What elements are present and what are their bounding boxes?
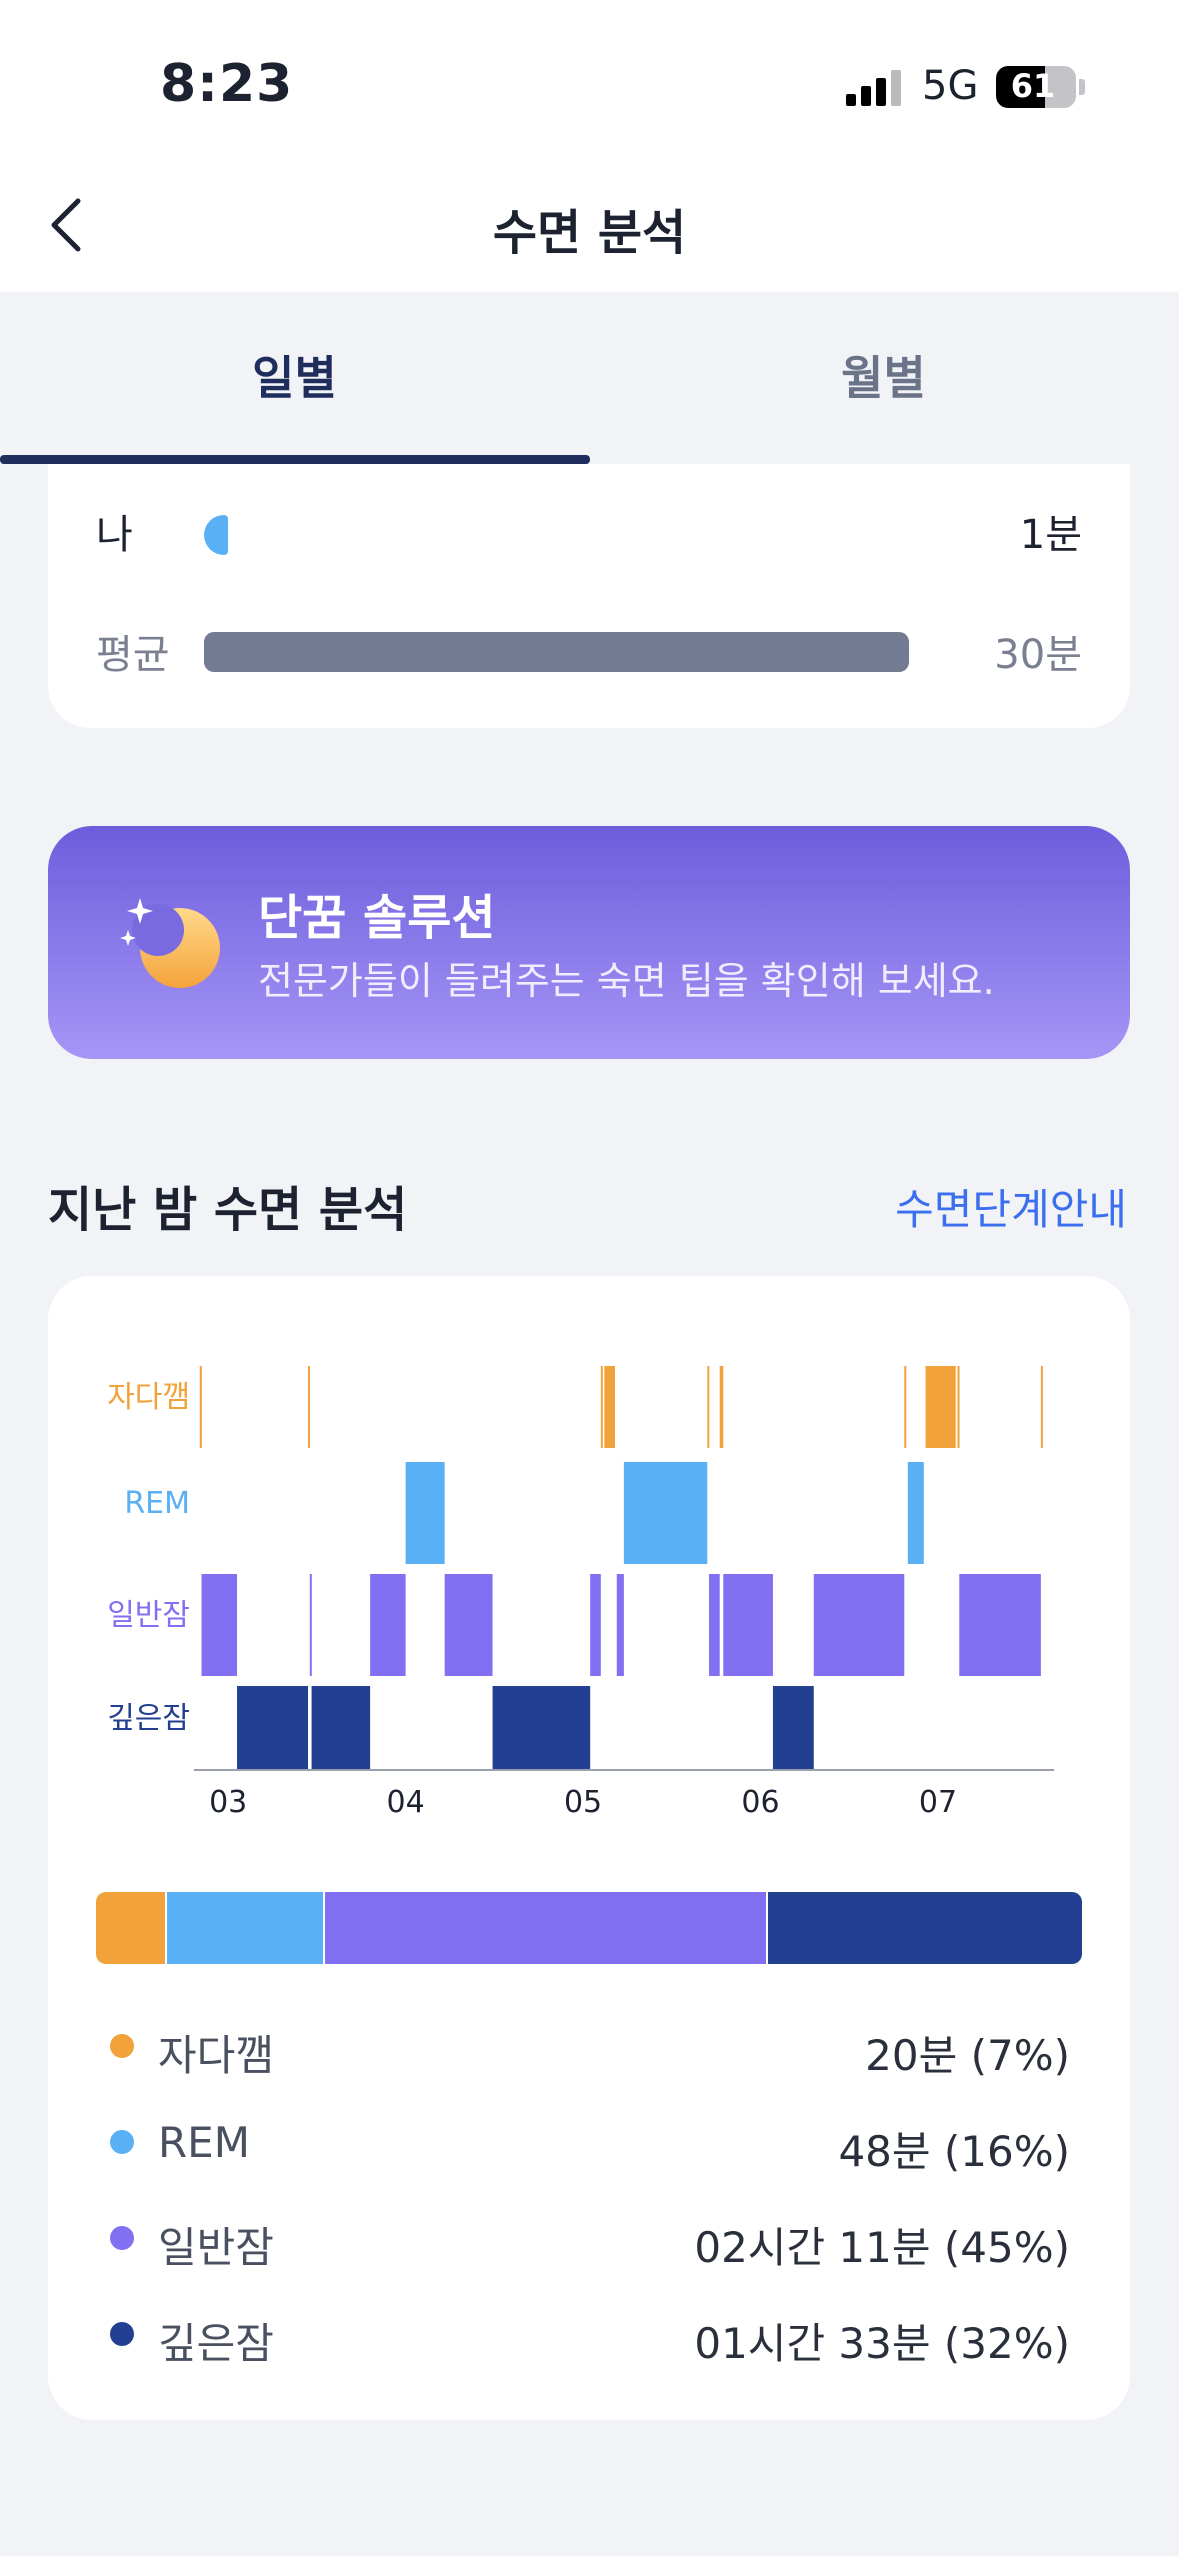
comparison-label-me: 나 (96, 512, 133, 558)
sleep-segment (925, 1366, 956, 1448)
stage-proportion-bar (96, 1892, 1082, 1964)
section-title: 지난 밤 수면 분석 (48, 1182, 408, 1238)
sleep-segment (308, 1366, 311, 1448)
sleep-segment (311, 1686, 371, 1770)
legend-item-awake: 자다깸 20분 (7%) (96, 2018, 1082, 2080)
legend-value: 48분 (16%) (838, 2127, 1070, 2176)
sleep-segment (719, 1366, 724, 1448)
sleep-segment (959, 1574, 1041, 1676)
x-tick-label: 06 (741, 1785, 779, 1820)
comparison-card: 나 1분 평균 30분 (48, 464, 1130, 728)
sleep-segment (370, 1574, 406, 1676)
battery-percent: 61 (1010, 67, 1056, 105)
active-tab-indicator (0, 455, 590, 464)
sleep-segment (907, 1462, 924, 1564)
comparison-label-average: 평균 (96, 632, 170, 678)
stage-proportion-segment (768, 1892, 1082, 1964)
sleep-segment (600, 1366, 603, 1448)
stage-proportion-segment (166, 1892, 326, 1964)
stage-label: 자다깸 (107, 1380, 190, 1415)
sleep-segment (604, 1366, 616, 1448)
crescent-moon-icon (120, 898, 220, 988)
stage-proportion-segment (325, 1892, 769, 1964)
banner-title: 단꿈 솔루션 (258, 890, 496, 946)
sleep-segment (709, 1574, 720, 1676)
legend-dot (110, 2034, 134, 2058)
x-tick-label: 03 (209, 1785, 247, 1820)
legend-value: 01시간 33분 (32%) (694, 2319, 1070, 2368)
sleep-segment (616, 1574, 624, 1676)
legend-name: 깊은잠 (158, 2319, 274, 2368)
sleep-segment (199, 1366, 202, 1448)
comparison-bar-me (204, 515, 228, 555)
sleep-segment (201, 1574, 238, 1676)
x-tick-label: 04 (387, 1785, 425, 1820)
sleep-segment (444, 1574, 493, 1676)
legend-dot (110, 2130, 134, 2154)
legend-name: 일반잠 (158, 2223, 274, 2272)
stage-label: REM (124, 1486, 190, 1521)
stage-proportion-segment (96, 1892, 167, 1964)
nav-bar: 수면 분석 (0, 175, 1179, 292)
network-type: 5G (922, 63, 979, 109)
legend-value: 02시간 11분 (45%) (694, 2223, 1070, 2272)
sleep-segment (623, 1462, 708, 1564)
stage-label: 일반잠 (107, 1598, 190, 1633)
battery-tip (1079, 79, 1085, 95)
banner-subtitle: 전문가들이 들려주는 숙면 팁을 확인해 보세요. (258, 959, 995, 1003)
tab-daily[interactable]: 일별 (252, 351, 337, 405)
legend-dot (110, 2226, 134, 2250)
sleep-segment (813, 1574, 905, 1676)
legend-name: REM (158, 2118, 250, 2167)
sleep-segment (1040, 1366, 1043, 1448)
sleep-chart-card: 자다깸 REM 일반잠 깊은잠 03 04 05 06 07 자다깸 20분 (7%) REM … (48, 1276, 1130, 2420)
sleep-segment (237, 1686, 309, 1770)
tab-monthly[interactable]: 월별 (841, 351, 926, 405)
legend-item-deep: 깊은잠 01시간 33분 (32%) (96, 2306, 1082, 2368)
sleep-segment (957, 1366, 960, 1448)
cellular-signal-icon (846, 70, 901, 106)
legend-dot (110, 2322, 134, 2346)
status-bar: 8:23 5G 61 (0, 0, 1179, 175)
comparison-value-me: 1분 (1019, 512, 1082, 558)
tab-bar: 일별 월별 (0, 292, 1179, 464)
comparison-bar-average (204, 632, 909, 672)
legend-item-light: 일반잠 02시간 11분 (45%) (96, 2210, 1082, 2272)
legend-name: 자다깸 (158, 2031, 274, 2080)
stage-label: 깊은잠 (107, 1701, 190, 1736)
page-title: 수면 분석 (492, 205, 687, 261)
legend-value: 20분 (7%) (865, 2031, 1070, 2080)
sleep-segment (405, 1462, 445, 1564)
x-tick-label: 07 (919, 1785, 957, 1820)
sleep-segment (723, 1574, 773, 1676)
legend-item-rem: REM 48분 (16%) (96, 2114, 1082, 2176)
sleep-segment (309, 1574, 312, 1676)
back-arrow-icon[interactable] (40, 185, 100, 265)
status-time: 8:23 (160, 54, 294, 114)
sleep-segment (590, 1574, 601, 1676)
battery-icon: 61 (996, 66, 1076, 108)
sleep-segment (707, 1366, 710, 1448)
sleep-segment (772, 1686, 814, 1770)
sleep-stage-guide-link[interactable]: 수면단계안내 (895, 1185, 1127, 1234)
solution-banner[interactable]: 단꿈 솔루션 전문가들이 들려주는 숙면 팁을 확인해 보세요. (48, 826, 1130, 1059)
comparison-value-average: 30분 (994, 632, 1082, 678)
sleep-segment (904, 1366, 907, 1448)
x-tick-label: 05 (564, 1785, 602, 1820)
sleep-segment (492, 1686, 591, 1770)
